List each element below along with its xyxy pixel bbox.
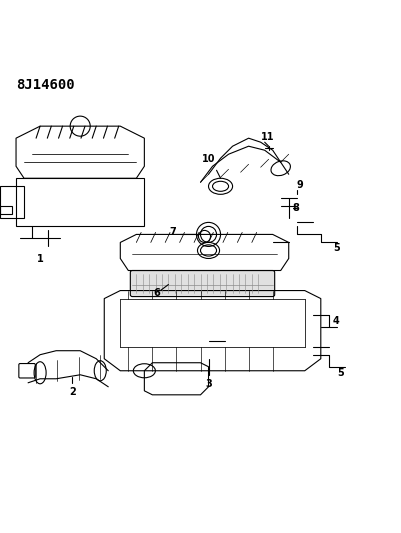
Text: 7: 7 [170,228,176,237]
Text: 2: 2 [69,387,75,397]
Text: 8J14600: 8J14600 [16,78,75,92]
Text: 4: 4 [333,316,340,326]
Text: 3: 3 [205,379,212,389]
Text: 5: 5 [337,368,344,378]
Text: 1: 1 [37,254,43,264]
Text: 6: 6 [154,288,160,297]
Text: 9: 9 [297,180,304,190]
FancyBboxPatch shape [130,271,275,296]
Text: 10: 10 [202,154,215,164]
Text: 5: 5 [333,244,340,254]
Text: 8: 8 [293,204,300,213]
Text: 11: 11 [261,132,274,142]
